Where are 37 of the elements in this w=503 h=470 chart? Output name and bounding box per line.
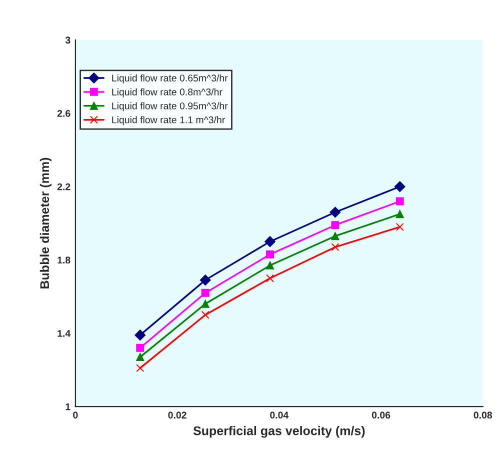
point — [396, 210, 404, 218]
y-tick-label: 1 — [66, 403, 70, 410]
legend-label: Liquid flow rate 1.1 m^3/hr — [112, 116, 225, 126]
y-tick-label: 1.4 — [58, 330, 71, 337]
point — [266, 250, 274, 258]
point — [331, 232, 340, 240]
point — [394, 181, 406, 192]
point — [136, 344, 144, 352]
point — [200, 274, 211, 286]
y-tick-label: 2.2 — [57, 183, 70, 190]
point — [136, 364, 144, 372]
x-tick-label: 0.02 — [168, 412, 186, 419]
point — [266, 261, 274, 270]
x-tick-label: 0 — [73, 412, 78, 419]
y-tick-label: 3 — [65, 36, 70, 44]
point — [201, 300, 210, 308]
point — [201, 310, 210, 319]
legend-label: Liquid flow rate 0.95m^3/hr — [112, 102, 228, 112]
point — [331, 243, 340, 252]
x-axis-title: Superficial gas velocity (m/s) — [193, 426, 365, 438]
y-tick-label: 1.8 — [58, 256, 70, 264]
point — [266, 274, 274, 282]
point — [134, 330, 146, 340]
legend-label: Liquid flow rate 0.65m^3/hr — [112, 74, 228, 84]
x-tick-label: 0.06 — [372, 412, 390, 419]
x-tick-label: 0.08 — [474, 412, 492, 419]
point — [136, 353, 144, 362]
x-tick-label: 0.04 — [270, 412, 289, 419]
legend-label: Liquid flow rate 0.8m^3/hr — [112, 88, 222, 98]
point — [396, 222, 404, 231]
point — [201, 288, 210, 297]
point — [330, 206, 341, 218]
point — [264, 236, 276, 248]
point — [331, 221, 340, 230]
y-tick-label: 2.6 — [57, 110, 70, 117]
point — [396, 197, 404, 206]
y-axis-title: Bubble diameter (mm) — [40, 158, 52, 288]
